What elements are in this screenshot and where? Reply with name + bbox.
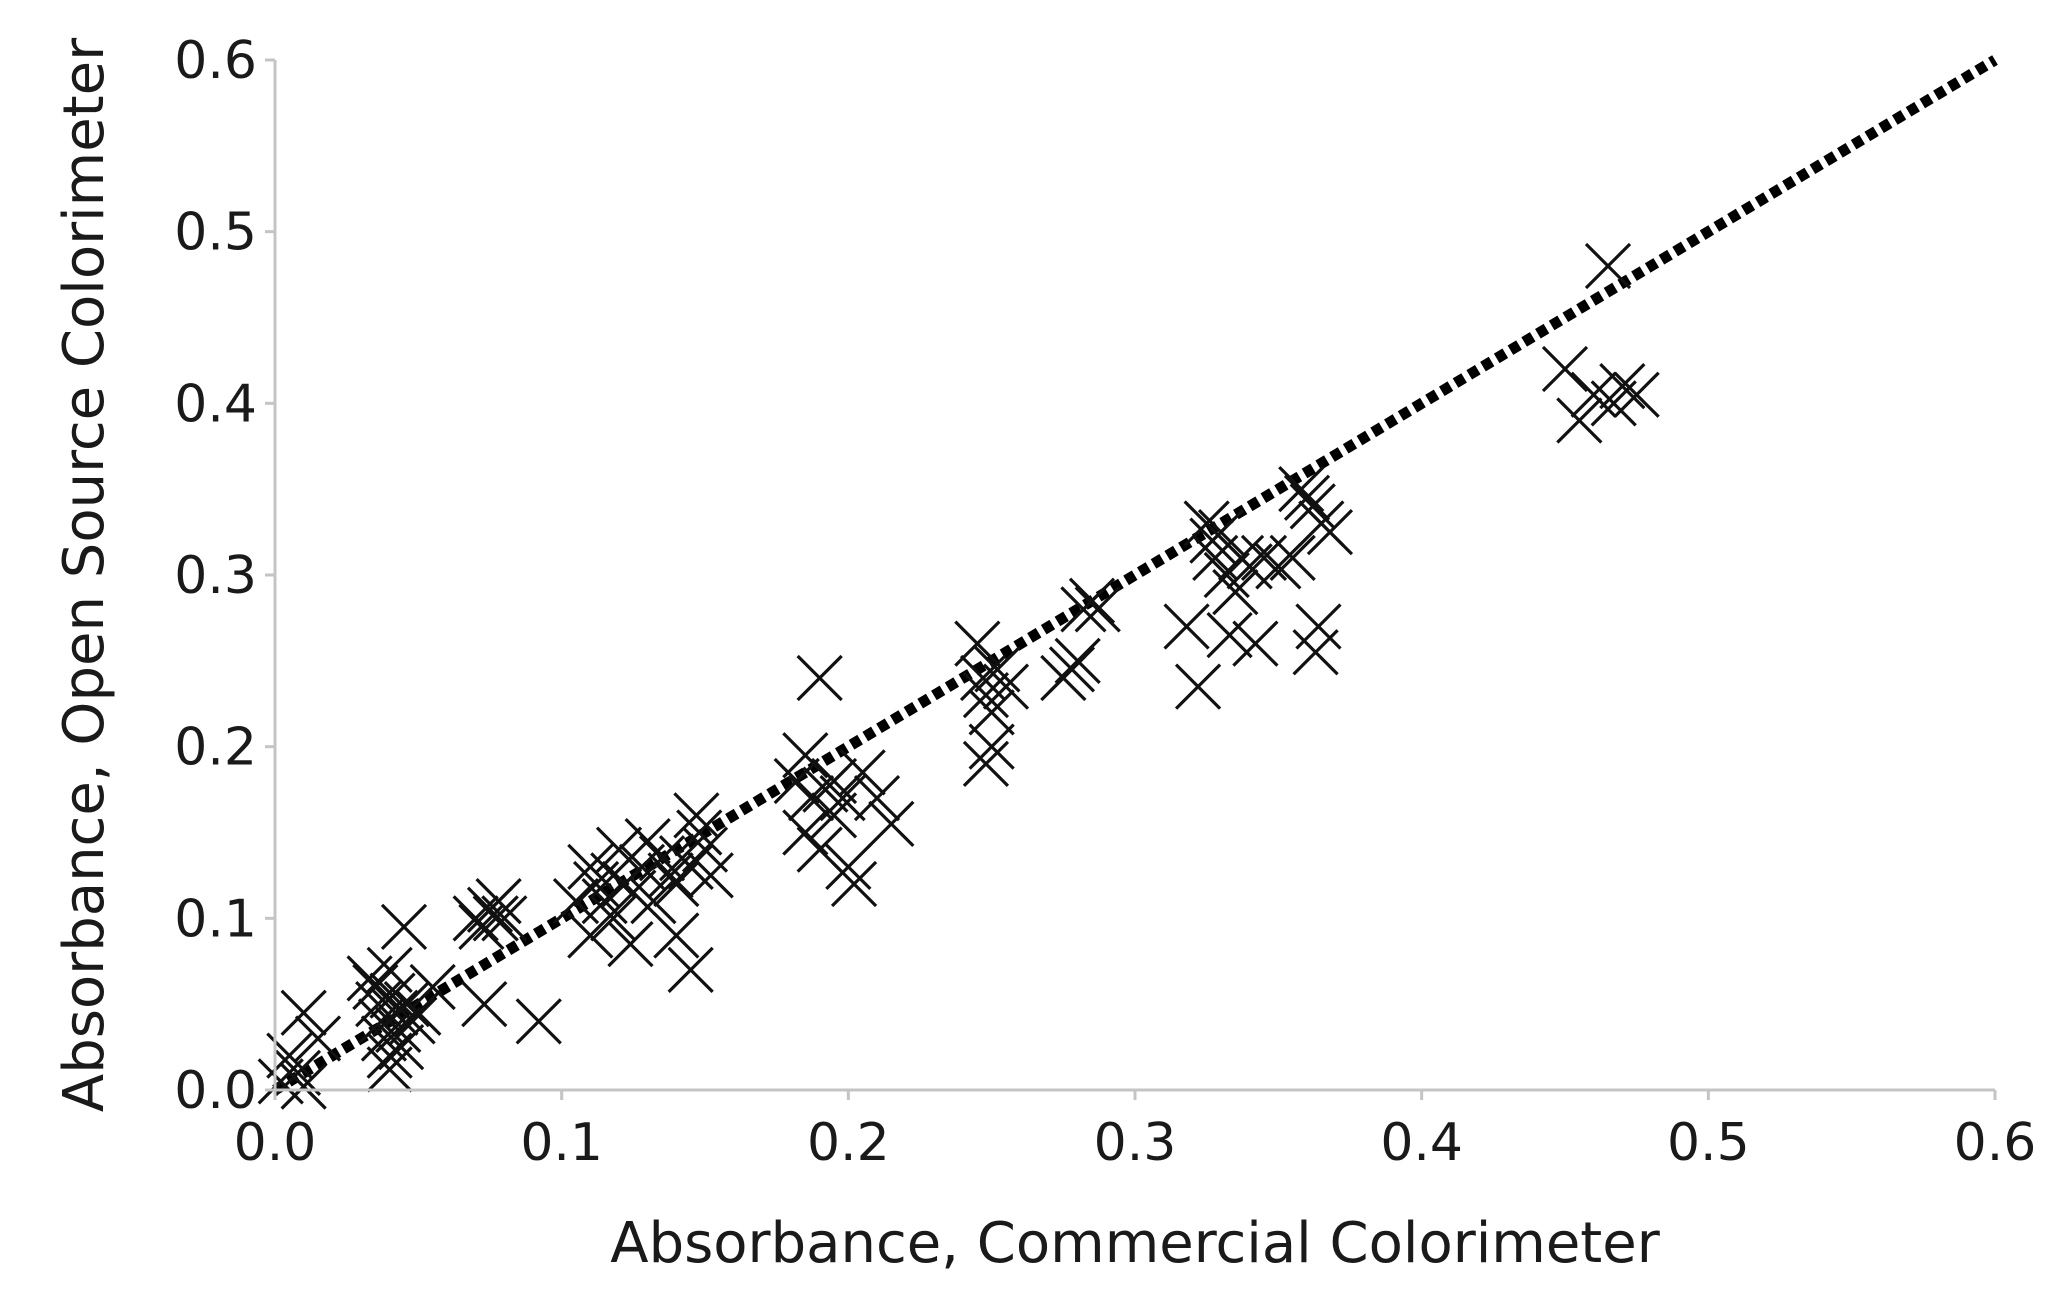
data-point [819, 775, 866, 822]
y-tick-label: 0.5 [174, 203, 257, 263]
data-point [810, 757, 858, 805]
data-point [375, 1006, 422, 1054]
x-tick-label: 0.2 [807, 1113, 890, 1173]
x-axis-title: Absorbance, Commercial Colorimeter [610, 1211, 1660, 1276]
data-point [673, 792, 720, 839]
x-tick-label: 0.3 [1094, 1113, 1177, 1173]
data-point [1163, 603, 1210, 650]
data-point [853, 775, 901, 822]
data-point [515, 998, 562, 1045]
data-point [1541, 345, 1589, 393]
data-point [1289, 483, 1336, 530]
y-tick-label: 0.4 [174, 374, 257, 434]
data-point [962, 740, 1010, 787]
data-point [1206, 611, 1253, 659]
data-point [1599, 363, 1646, 410]
data-point [389, 998, 436, 1045]
data-point [1283, 474, 1331, 521]
data-point [475, 878, 522, 925]
y-tick-label: 0.2 [174, 718, 257, 778]
data-point [687, 852, 734, 899]
data-point [974, 646, 1021, 693]
data-point [810, 792, 858, 839]
data-point [378, 1023, 425, 1071]
data-point [294, 1015, 342, 1062]
data-point [868, 800, 915, 848]
x-tick-label: 0.4 [1380, 1113, 1463, 1173]
data-point [676, 809, 723, 856]
data-point [839, 749, 886, 796]
x-tick-label: 0.1 [520, 1113, 603, 1173]
data-point [982, 663, 1030, 710]
data-point [1054, 637, 1101, 684]
data-point [552, 878, 600, 925]
data-point [667, 946, 714, 993]
data-point [590, 895, 637, 942]
data-point [1232, 620, 1279, 667]
data-point [280, 989, 327, 1036]
data-point [366, 1032, 413, 1079]
marker-layer [257, 242, 1660, 1110]
data-point [1613, 371, 1660, 418]
data-point [1269, 534, 1316, 581]
tick-layer: 0.0 0.1 0.2 0.3 0.4 0.5 0.6 0.0 0.1 0.2 0.3 0.4 0.5 0… [174, 31, 2036, 1173]
data-point [638, 835, 686, 882]
data-point [567, 912, 614, 959]
data-point [1295, 603, 1342, 650]
data-point [1197, 508, 1245, 556]
data-point [1556, 397, 1603, 444]
data-point [1584, 242, 1632, 290]
data-point [1068, 577, 1116, 624]
data-point [653, 912, 700, 959]
data-point [383, 981, 430, 1028]
x-tick-label: 0.6 [1954, 1113, 2037, 1173]
data-point [607, 920, 654, 968]
data-point [1306, 508, 1354, 556]
data-point [366, 1046, 413, 1093]
x-tick-label: 0.5 [1667, 1113, 1750, 1173]
data-point [280, 1063, 327, 1110]
y-tick-label: 0.3 [174, 546, 257, 606]
fit-line-layer [272, 55, 1998, 1095]
data-point [1048, 646, 1096, 693]
data-point [380, 903, 428, 951]
data-point [968, 723, 1015, 770]
data-point [630, 878, 677, 925]
data-point [481, 895, 528, 942]
data-point [796, 826, 843, 873]
data-point [472, 895, 519, 942]
data-point [1074, 586, 1121, 633]
data-point [968, 689, 1015, 736]
y-axis-title: Absorbance, Open Source Colorimeter [52, 37, 117, 1112]
y-tick-label: 0.0 [174, 1061, 257, 1121]
data-point [360, 1015, 408, 1062]
y-tick-label: 0.6 [174, 31, 257, 91]
data-point [1174, 663, 1222, 710]
data-point [796, 654, 843, 702]
data-point [409, 963, 456, 1011]
data-point [1255, 543, 1302, 590]
fit-line [272, 55, 1998, 1095]
data-point [825, 843, 872, 890]
data-point [782, 732, 829, 779]
data-point [461, 981, 508, 1028]
x-tick-label: 0.0 [234, 1113, 317, 1173]
y-tick-label: 0.1 [174, 889, 257, 949]
data-point [395, 989, 442, 1036]
data-point [274, 1049, 322, 1096]
